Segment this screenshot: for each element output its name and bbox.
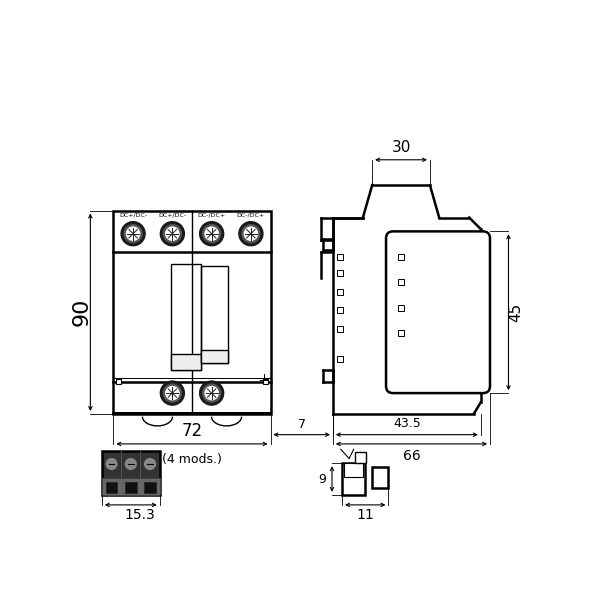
Text: 15.3: 15.3	[125, 508, 155, 521]
Text: 7: 7	[298, 418, 306, 431]
Circle shape	[242, 224, 260, 243]
Circle shape	[121, 221, 145, 246]
Circle shape	[244, 227, 257, 241]
Circle shape	[124, 224, 142, 243]
Text: 11: 11	[356, 508, 374, 521]
Circle shape	[160, 381, 184, 405]
Text: DC+/DC-: DC+/DC-	[158, 212, 187, 217]
Circle shape	[205, 227, 218, 241]
Bar	[116, 379, 121, 384]
Bar	[125, 482, 137, 493]
Circle shape	[239, 221, 263, 246]
Circle shape	[166, 386, 179, 400]
Text: 66: 66	[403, 449, 421, 463]
Bar	[113, 211, 271, 414]
Bar	[144, 482, 156, 493]
Circle shape	[125, 458, 136, 469]
Text: 43.5: 43.5	[393, 417, 421, 430]
Circle shape	[163, 224, 181, 243]
Circle shape	[205, 386, 218, 400]
Text: 90: 90	[72, 298, 92, 326]
Bar	[106, 482, 118, 493]
Text: 45: 45	[508, 302, 523, 322]
Bar	[337, 289, 343, 295]
Bar	[398, 330, 404, 336]
Text: DC+/DC-: DC+/DC-	[119, 212, 147, 217]
Bar	[172, 264, 201, 370]
Circle shape	[127, 227, 140, 241]
Circle shape	[200, 221, 224, 246]
Circle shape	[106, 458, 117, 469]
Bar	[355, 452, 367, 463]
Bar	[337, 270, 343, 276]
Text: 9: 9	[319, 473, 326, 485]
Bar	[398, 254, 404, 260]
Text: DC-/DC+: DC-/DC+	[197, 212, 226, 217]
Text: 72: 72	[181, 422, 203, 440]
Circle shape	[163, 384, 181, 402]
Bar	[263, 379, 268, 384]
Text: 30: 30	[391, 140, 411, 155]
Bar	[398, 280, 404, 286]
Bar	[201, 350, 228, 363]
Circle shape	[200, 381, 224, 405]
Bar	[337, 254, 343, 260]
Bar	[102, 451, 160, 495]
Bar	[337, 326, 343, 332]
Text: DC-/DC+: DC-/DC+	[237, 212, 265, 217]
Bar	[344, 463, 363, 478]
Bar	[102, 478, 160, 495]
Circle shape	[203, 384, 221, 402]
Bar	[337, 356, 343, 362]
Circle shape	[203, 224, 221, 243]
Text: (4 mods.): (4 mods.)	[162, 453, 222, 466]
Circle shape	[166, 227, 179, 241]
Bar	[398, 305, 404, 311]
Bar	[172, 354, 201, 370]
Bar	[201, 266, 228, 363]
FancyBboxPatch shape	[386, 232, 490, 393]
Circle shape	[160, 221, 184, 246]
Bar	[342, 463, 365, 495]
Circle shape	[145, 458, 155, 469]
Bar	[337, 307, 343, 313]
Bar	[372, 467, 388, 488]
